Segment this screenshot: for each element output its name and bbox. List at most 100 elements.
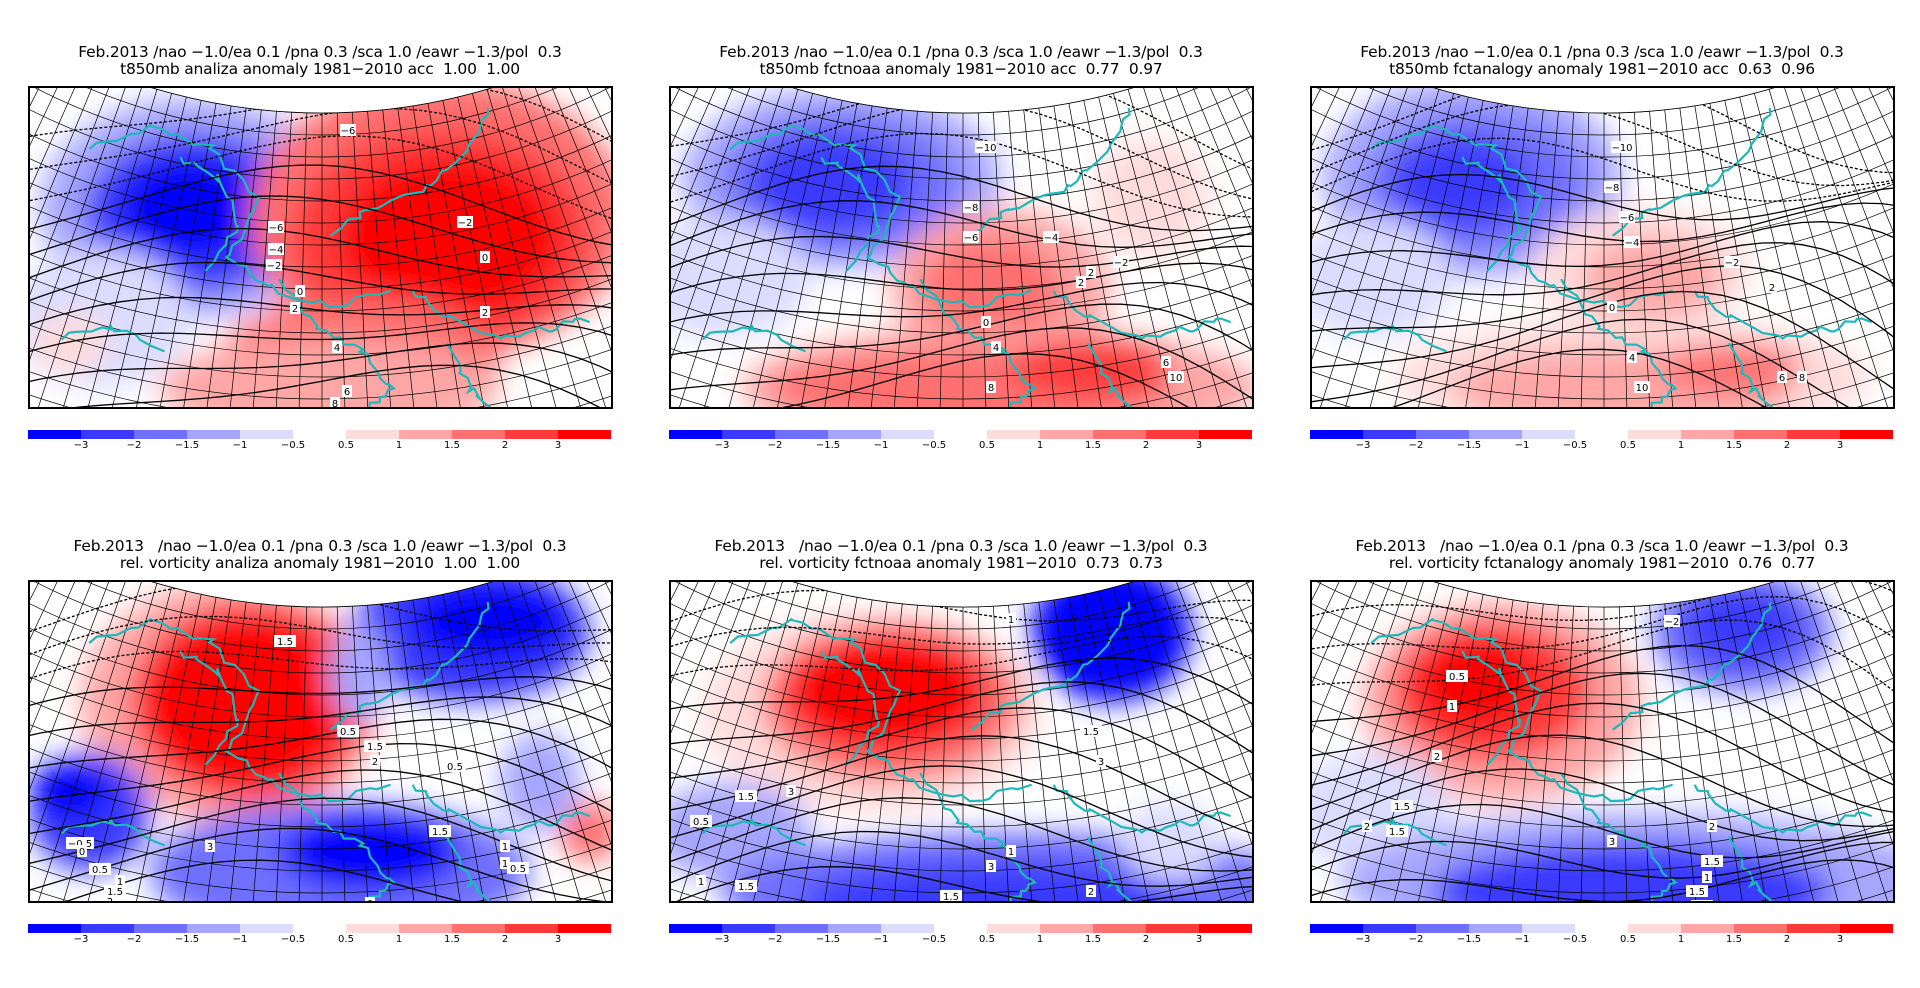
contour-label: −2 xyxy=(266,259,282,272)
contour-label: 0 xyxy=(480,251,490,264)
colorbar-segment xyxy=(722,924,775,933)
contour-label: 2 xyxy=(1707,820,1717,833)
colorbar-segment xyxy=(346,430,399,439)
graticule xyxy=(1312,582,1893,901)
colorbar-tick-label: −1.5 xyxy=(174,440,200,451)
contour-label: 0 xyxy=(77,845,87,858)
svg-text:−6: −6 xyxy=(964,233,979,244)
colorbar-tick-label: −2 xyxy=(767,440,783,451)
colorbar-tick-label: −0.5 xyxy=(280,440,306,451)
colorbar-tick-label: −2 xyxy=(126,934,142,945)
svg-text:−8: −8 xyxy=(964,203,979,214)
colorbar-segment xyxy=(81,430,134,439)
anomaly-field xyxy=(160,338,500,407)
anomaly-map: −2 0.5 1 2 1.5 2 1.5 2 3 1.5 1 1.5 3.5 xyxy=(1312,582,1893,901)
svg-text:2: 2 xyxy=(482,308,488,319)
contour-label: 6 xyxy=(1161,356,1171,369)
svg-text:4: 4 xyxy=(1629,353,1635,364)
colorbar-tick-label: −3 xyxy=(73,934,89,945)
colorbar-tick-label: −3 xyxy=(714,934,730,945)
colorbar-tick-label: 1.5 xyxy=(444,934,460,945)
svg-text:−2: −2 xyxy=(1665,617,1680,628)
colorbar-tick-label: −0.5 xyxy=(1562,934,1588,945)
svg-text:2: 2 xyxy=(292,304,298,315)
colorbar xyxy=(1310,924,1893,933)
panel-vorticity-fctnoaa: Feb.2013 /nao −1.0/ea 0.1 /pna 0.3 /sca … xyxy=(641,0,1281,988)
svg-text:1.5: 1.5 xyxy=(277,637,293,648)
panel-title-line1: Feb.2013 /nao −1.0/ea 0.1 /pna 0.3 /sca … xyxy=(714,537,1208,555)
contour-label: −10 xyxy=(975,141,997,154)
colorbar-segment xyxy=(1093,924,1146,933)
colorbar-tick-label: −1.5 xyxy=(1456,934,1482,945)
svg-text:−2: −2 xyxy=(267,261,282,272)
colorbar-segment xyxy=(1363,430,1416,439)
svg-text:1.5: 1.5 xyxy=(738,792,754,803)
svg-text:0: 0 xyxy=(297,287,303,298)
colorbar-tick-label: 1 xyxy=(1036,934,1044,945)
contour-label: 4 xyxy=(332,341,342,354)
contour-lines xyxy=(30,88,611,407)
colorbar-segment xyxy=(669,924,722,933)
contour-label: 2 xyxy=(1086,266,1096,279)
colorbar-tick-label: −0.5 xyxy=(921,440,947,451)
colorbar-segment xyxy=(1310,924,1363,933)
contour-label: 4 xyxy=(1627,351,1637,364)
colorbar-segment xyxy=(1416,430,1469,439)
colorbar-tick-label: −1 xyxy=(873,440,889,451)
graticule xyxy=(671,582,1252,901)
colorbar-tick-label: 3 xyxy=(554,934,562,945)
coastline xyxy=(702,107,1231,407)
colorbar-tick-label: −2 xyxy=(126,440,142,451)
colorbar xyxy=(28,924,611,933)
svg-text:1: 1 xyxy=(1008,615,1014,626)
contour-label: −8 xyxy=(1604,181,1620,194)
colorbar-segment xyxy=(28,924,81,933)
contour-lines xyxy=(30,582,611,901)
panel-title-line2: t850mb fctanalogy anomaly 1981−2010 acc … xyxy=(1389,60,1815,78)
svg-text:4: 4 xyxy=(334,343,340,354)
panel-title-line1: Feb.2013 /nao −1.0/ea 0.1 /pna 0.3 /sca … xyxy=(1360,43,1844,61)
contour-label: −4 xyxy=(1043,231,1059,244)
colorbar-tick-label: −1.5 xyxy=(815,934,841,945)
contour-label: −2 xyxy=(1113,256,1129,269)
contour-label: 2 xyxy=(1432,750,1442,763)
colorbar-segment xyxy=(1734,924,1787,933)
svg-text:2: 2 xyxy=(1709,822,1715,833)
contour-label: −6 xyxy=(340,124,356,137)
colorbar-segment xyxy=(558,924,611,933)
colorbar-segment xyxy=(828,430,881,439)
contour-label: 1.5 xyxy=(1386,825,1408,838)
svg-text:1.5: 1.5 xyxy=(107,887,123,898)
contour-label: 1 xyxy=(115,875,125,888)
anomaly-field xyxy=(30,762,110,822)
colorbar-segment xyxy=(1628,430,1681,439)
anomaly-field xyxy=(120,158,260,258)
contour-label: −2 xyxy=(457,216,473,229)
panel-title-line1: Feb.2013 /nao −1.0/ea 0.1 /pna 0.3 /sca … xyxy=(1355,537,1849,555)
contour-label: 0.5 xyxy=(89,863,111,876)
contour-lines xyxy=(1312,88,1893,407)
colorbar-tick-label: 0.5 xyxy=(979,934,995,945)
contour-label: −6 xyxy=(1619,211,1635,224)
colorbar-segment xyxy=(1628,924,1681,933)
colorbar-segment xyxy=(1522,430,1575,439)
panel-title-line2: rel. vorticity analiza anomaly 1981−2010… xyxy=(119,554,521,572)
colorbar-tick-label: 1.5 xyxy=(1726,440,1742,451)
contour-label: 0 xyxy=(295,285,305,298)
svg-text:1.5: 1.5 xyxy=(1704,857,1720,868)
colorbar-tick-label: 1 xyxy=(1677,440,1685,451)
colorbar-segment xyxy=(1734,430,1787,439)
svg-text:1.5: 1.5 xyxy=(1394,802,1410,813)
colorbar-segment xyxy=(240,430,293,439)
anomaly-field xyxy=(1392,138,1532,228)
svg-text:−4: −4 xyxy=(1625,238,1640,249)
panel-title-line1: Feb.2013 /nao −1.0/ea 0.1 /pna 0.3 /sca … xyxy=(78,43,562,61)
anomaly-field xyxy=(921,238,1061,338)
panel-vorticity-analiza: Feb.2013 /nao −1.0/ea 0.1 /pna 0.3 /sca … xyxy=(0,0,640,988)
svg-text:10: 10 xyxy=(1170,373,1183,384)
contour-label: 0 xyxy=(981,316,991,329)
colorbar-segment xyxy=(1681,430,1734,439)
svg-text:2: 2 xyxy=(372,757,378,768)
coastline xyxy=(61,601,590,901)
